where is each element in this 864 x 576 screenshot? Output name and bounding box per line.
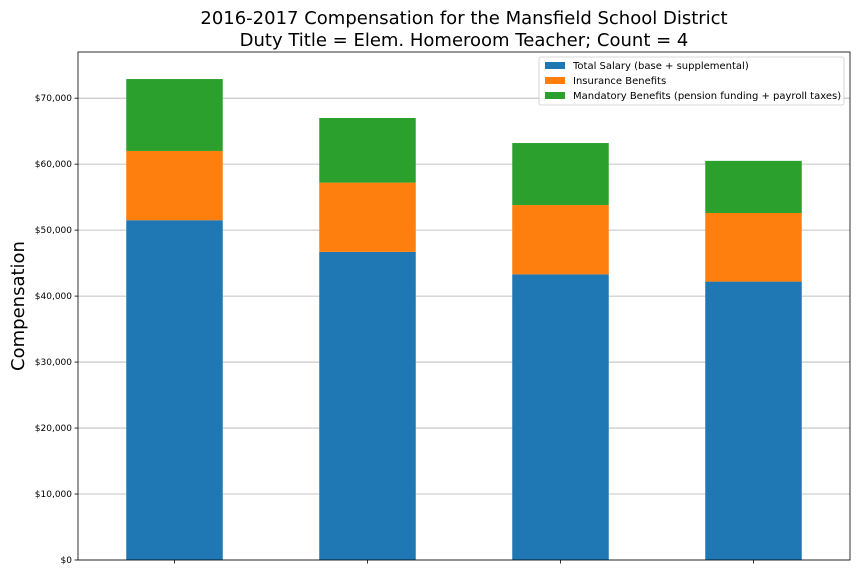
y-tick-label: $50,000 <box>35 226 72 236</box>
bar-segment-3-category-4 <box>705 160 802 213</box>
bar-segment-3-category-3 <box>512 143 609 206</box>
bar-segment-2-category-1 <box>126 150 223 221</box>
x-axis <box>174 560 754 564</box>
bar-segment-1-category-1 <box>126 220 223 560</box>
legend-box <box>538 56 845 106</box>
y-axis: $0 $10,000 $20,000 $30,000 $40,000 $50,000 $60… <box>35 94 78 566</box>
y-tick-label: $10,000 <box>35 490 72 500</box>
y-tick-label: $20,000 <box>35 424 72 434</box>
bar-segment-2-category-3 <box>512 205 609 275</box>
legend-label-1: Total Salary (base + supplemental) <box>572 61 749 72</box>
legend: Total Salary (base + supplemental) Insura… <box>538 56 845 106</box>
bar-segment-2-category-4 <box>705 212 802 282</box>
bar-segment-1-category-4 <box>705 281 802 560</box>
bar-segment-1-category-2 <box>319 251 416 560</box>
y-axis-label: Compensation <box>8 241 29 371</box>
chart-subtitle: Duty Title = Elem. Homeroom Teacher; Cou… <box>239 30 689 51</box>
plot-frame <box>77 51 851 561</box>
y-tick-label: $60,000 <box>35 160 72 170</box>
chart-title: 2016-2017 Compensation for the Mansfield… <box>200 8 728 29</box>
legend-label-3: Mandatory Benefits (pension funding + pa… <box>573 91 841 102</box>
bar-stacks <box>126 79 802 560</box>
legend-swatch-1 <box>545 62 565 69</box>
bar-segment-3-category-2 <box>319 117 416 183</box>
legend-label-2: Insurance Benefits <box>573 76 666 87</box>
y-tick-label: $0 <box>61 556 73 566</box>
y-tick-label: $40,000 <box>35 292 72 302</box>
legend-swatch-2 <box>545 77 565 84</box>
legend-swatch-3 <box>545 92 565 99</box>
bar-segment-3-category-1 <box>126 79 223 151</box>
bar-segment-1-category-3 <box>512 274 609 560</box>
bar-segment-2-category-2 <box>319 182 416 252</box>
y-tick-label: $70,000 <box>35 94 72 104</box>
y-tick-label: $30,000 <box>35 358 72 368</box>
